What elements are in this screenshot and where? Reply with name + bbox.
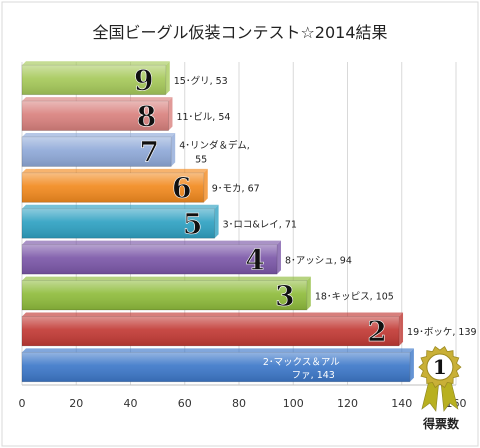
rank-number: 8 [137,100,156,133]
bar-highlight [22,352,410,382]
data-label: 19･ボッケ, 139 [407,327,477,338]
x-tick-label: 60 [178,397,192,410]
rank-number: 1 [433,355,447,379]
x-tick-label: 0 [19,397,26,410]
bar-side-face [165,61,170,95]
bar-side-face [171,133,176,167]
rank-number: 4 [245,243,264,276]
bar-group: 7 4･リンダ＆デム, 55 [21,133,250,169]
x-tick-label: 140 [391,397,412,410]
chart-title: 全国ビーグル仮装コンテスト☆2014結果 [92,23,387,42]
bar-top-face [22,61,170,66]
bar-top-face [22,348,414,353]
data-label: 18･キッピス, 105 [315,291,394,302]
bar-side-face [214,204,219,239]
x-tick-label: 120 [337,397,358,410]
rank-number: 7 [139,136,158,169]
x-tick-label: 40 [124,397,138,410]
medal-center [426,353,454,381]
data-label: 11･ビル, 54 [176,112,230,123]
rank-number: 9 [134,64,153,97]
bar-side-face [168,97,173,131]
bar-group: 2 19･ボッケ, 139 [21,312,477,348]
bar-top-face [22,97,173,102]
rank-number: 3 [275,279,294,312]
bar-top-face [22,276,311,281]
bar-side-face [203,168,208,203]
bar-highlight [22,101,169,131]
bar-group: 9 15･グリ, 53 [21,61,228,97]
x-tick-label: 100 [283,397,304,410]
bar-side-face [399,312,404,346]
bar-highlight [22,208,215,239]
bar-top-face [22,168,208,173]
data-label: 8･アッシュ, 94 [285,255,352,266]
bar-side-face [409,348,414,382]
bar-top-face [22,240,281,245]
bar-highlight [22,65,166,95]
x-axis-ticks: 020406080100120140160 [19,397,467,410]
bar-highlight [22,244,277,275]
bar-highlight [22,137,172,167]
x-axis-label: 得票数 [422,416,460,431]
bar-group: 4 8･アッシュ, 94 [21,240,352,277]
bar-group: 3 18･キッピス, 105 [21,276,394,313]
bar-group: 6 9･モカ, 67 [21,168,260,205]
bar-highlight [22,172,204,203]
data-label: 9･モカ, 67 [212,184,260,195]
data-label: 3･ロコ&レイ, 71 [223,220,297,231]
first-place-medal: 1 [418,346,462,412]
bar-group: 5 3･ロコ&レイ, 71 [21,204,297,241]
bar-top-face [22,204,219,209]
data-label: 15･グリ, 53 [174,75,228,87]
bar-highlight [22,280,307,310]
bar-top-face [22,133,176,138]
bar-side-face [276,240,281,275]
x-tick-label: 20 [69,397,83,410]
bars-group: 9 15･グリ, 53 8 11･ビル, 54 7 4･リンダ＆デム, 55 6 9･モカ, 6… [21,61,477,383]
bar-group: 8 11･ビル, 54 [21,97,230,133]
data-label-line2: ファ, 143 [292,370,335,381]
bar-highlight [22,316,400,346]
rank-number: 6 [172,172,191,205]
rank-number: 5 [183,208,202,241]
data-label-line2: 55 [195,155,207,166]
bar-top-face [22,312,404,317]
data-label: 2･マックス＆アル [263,357,340,368]
rank-number: 2 [367,315,386,348]
data-label: 4･リンダ＆デム, [179,140,250,152]
x-tick-label: 80 [232,397,246,410]
bar-side-face [306,276,311,310]
